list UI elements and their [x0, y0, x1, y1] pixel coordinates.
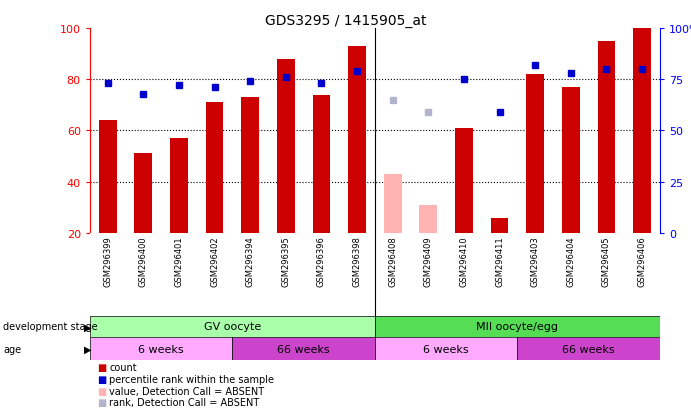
Bar	[312, 95, 330, 233]
Bar	[232, 337, 375, 360]
Bar	[99, 121, 117, 233]
Bar	[134, 154, 152, 233]
Bar	[277, 59, 294, 233]
Bar	[206, 103, 223, 233]
Text: GSM296403: GSM296403	[531, 236, 540, 287]
Text: ▶: ▶	[84, 322, 92, 332]
Bar	[562, 88, 580, 233]
Text: 66 weeks: 66 weeks	[562, 344, 615, 354]
Bar	[170, 139, 188, 233]
Text: GDS3295 / 1415905_at: GDS3295 / 1415905_at	[265, 14, 426, 28]
Text: GSM296401: GSM296401	[174, 236, 183, 286]
Text: percentile rank within the sample: percentile rank within the sample	[109, 374, 274, 384]
Text: GSM296408: GSM296408	[388, 236, 397, 287]
Text: GSM296396: GSM296396	[317, 236, 326, 287]
Bar	[419, 205, 437, 233]
Bar	[375, 337, 518, 360]
Text: ■: ■	[97, 386, 106, 396]
Text: MII oocyte/egg: MII oocyte/egg	[476, 322, 558, 332]
Text: development stage: development stage	[3, 322, 98, 332]
Text: GSM296404: GSM296404	[567, 236, 576, 286]
Bar	[241, 98, 259, 233]
Text: GSM296395: GSM296395	[281, 236, 290, 287]
Text: GV oocyte: GV oocyte	[204, 322, 261, 332]
Text: GSM296410: GSM296410	[460, 236, 468, 286]
Bar	[90, 337, 232, 360]
Text: ■: ■	[97, 374, 106, 384]
Bar	[90, 316, 375, 337]
Text: GSM296398: GSM296398	[352, 236, 361, 287]
Bar	[375, 316, 660, 337]
Bar	[455, 128, 473, 233]
Text: 66 weeks: 66 weeks	[277, 344, 330, 354]
Text: GSM296394: GSM296394	[246, 236, 255, 287]
Bar	[384, 175, 401, 233]
Text: value, Detection Call = ABSENT: value, Detection Call = ABSENT	[109, 386, 264, 396]
Bar	[348, 47, 366, 233]
Text: age: age	[3, 344, 21, 354]
Text: ■: ■	[97, 363, 106, 373]
Text: ■: ■	[97, 397, 106, 407]
Bar	[491, 218, 509, 233]
Text: GSM296400: GSM296400	[139, 236, 148, 286]
Text: ▶: ▶	[84, 344, 92, 354]
Bar	[518, 337, 660, 360]
Text: count: count	[109, 363, 137, 373]
Text: GSM296399: GSM296399	[103, 236, 112, 287]
Text: GSM296406: GSM296406	[638, 236, 647, 287]
Text: GSM296411: GSM296411	[495, 236, 504, 286]
Bar	[598, 42, 616, 233]
Text: GSM296409: GSM296409	[424, 236, 433, 286]
Text: GSM296402: GSM296402	[210, 236, 219, 286]
Bar	[527, 75, 544, 233]
Text: rank, Detection Call = ABSENT: rank, Detection Call = ABSENT	[109, 397, 259, 407]
Text: 6 weeks: 6 weeks	[424, 344, 469, 354]
Text: GSM296405: GSM296405	[602, 236, 611, 286]
Bar	[633, 29, 651, 233]
Text: 6 weeks: 6 weeks	[138, 344, 184, 354]
